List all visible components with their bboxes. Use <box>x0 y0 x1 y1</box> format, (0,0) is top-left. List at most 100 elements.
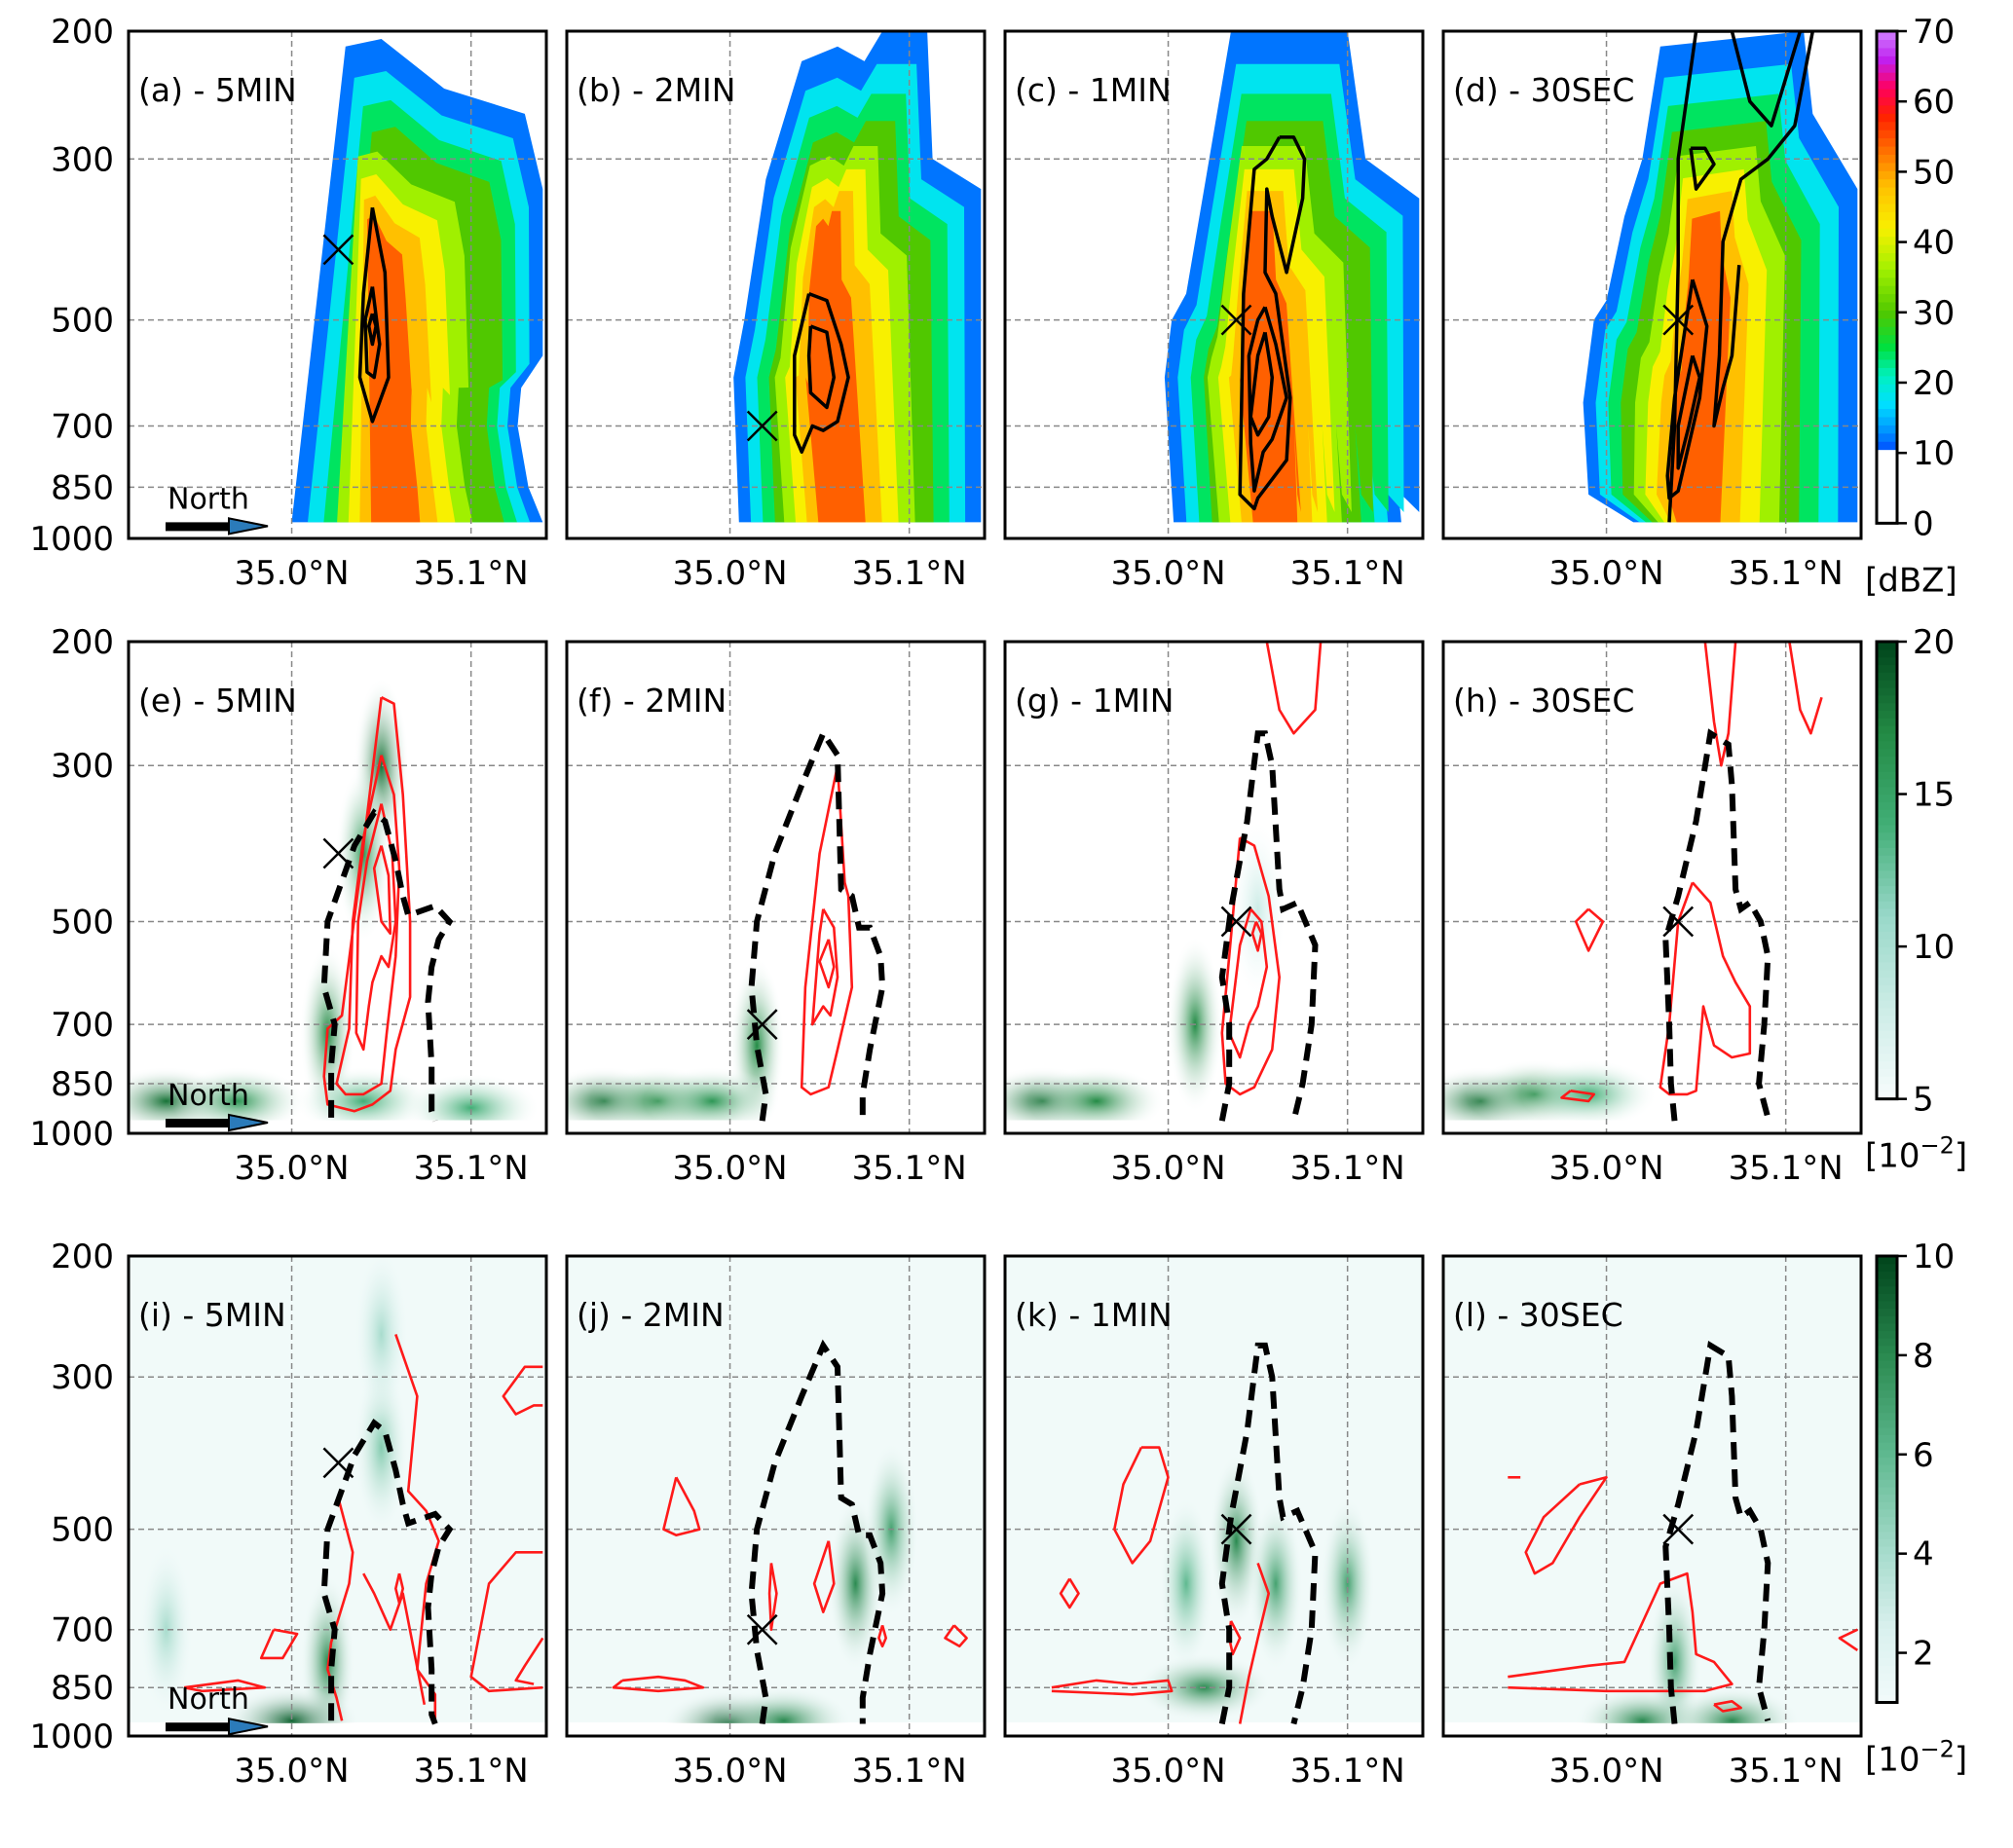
y-tick-label: 700 <box>51 408 114 447</box>
x-marker-stroke <box>746 410 778 442</box>
colorbar-segment <box>1877 1643 1897 1651</box>
red-contour <box>469 1551 543 1693</box>
shading-blob <box>1663 1686 1801 1736</box>
colorbar-segment <box>1877 326 1897 336</box>
colorbar-tick-label: 30 <box>1913 294 1955 333</box>
colorbar-tick-label: 5 <box>1913 1081 1934 1120</box>
red-contour <box>810 908 839 1026</box>
x-tick-label: 35.1°N <box>1290 554 1405 593</box>
panel-label: (f) - 2MIN <box>577 682 727 720</box>
x-tick-label: 35.1°N <box>852 1752 967 1791</box>
colorbar-segment <box>1877 211 1897 221</box>
colorbar-segment <box>1877 416 1897 425</box>
colorbar-segment <box>1877 1590 1897 1600</box>
colorbar-segment <box>1877 740 1897 750</box>
colorbar-segment <box>1877 786 1897 795</box>
colorbar-segment <box>1877 915 1897 925</box>
colorbar-segment <box>1877 113 1897 123</box>
red-contour <box>1838 1628 1859 1651</box>
red-contour <box>393 1572 405 1605</box>
colorbar-tick-label: 4 <box>1913 1535 1934 1574</box>
colorbar-segment <box>1877 1263 1897 1272</box>
panel-frame <box>565 640 987 1135</box>
colorbar-frame <box>1875 640 1899 1101</box>
colorbar-segment <box>1877 301 1897 311</box>
x-tick-label: 35.0°N <box>1548 1752 1663 1791</box>
colorbar-segment <box>1877 832 1897 841</box>
colorbar-segment <box>1877 482 1897 492</box>
colorbar-segment <box>1877 1389 1897 1398</box>
north-arrow: North <box>166 482 269 536</box>
plot-area <box>1005 1256 1423 1736</box>
colorbar-segment <box>1877 961 1897 971</box>
colorbar-tick-label: 50 <box>1913 153 1955 192</box>
reflectivity-contour <box>806 324 837 410</box>
colorbar-segment <box>1877 1694 1897 1704</box>
red-contour <box>1508 1571 1733 1693</box>
colorbar-segment <box>1877 154 1897 164</box>
y-tick-label: 700 <box>51 1611 114 1650</box>
x-tick-label: 35.1°N <box>414 1149 529 1188</box>
colorbar-segment <box>1877 1434 1897 1443</box>
colorbar-segment <box>1877 55 1897 65</box>
colorbar-segment <box>1877 680 1897 688</box>
x-marker-stroke <box>1220 1513 1252 1545</box>
colorbar-segment <box>1877 1068 1897 1077</box>
colorbar-segment <box>1877 817 1897 826</box>
colorbar-segment <box>1877 1083 1897 1092</box>
y-tick-label: 700 <box>51 1006 114 1045</box>
panel-i: (i) - 5MIN North 35.0°N 35.1°N 200 300 500 700 8… <box>29 1238 548 1791</box>
colorbar-segment <box>1877 195 1897 204</box>
panel-label: (g) - 1MIN <box>1015 682 1174 720</box>
colorbar-segment <box>1877 1382 1897 1391</box>
colorbar-segment <box>1877 228 1897 238</box>
colorbar-tick-label: 40 <box>1913 224 1955 263</box>
colorbar-segment <box>1877 31 1897 41</box>
panel-l: (l) - 30SEC 35.0°N 35.1°N <box>1441 1254 1863 1791</box>
shading-blob <box>354 1256 409 1423</box>
colorbar-segment <box>1877 490 1897 499</box>
y-tick-label: 1000 <box>29 1718 114 1756</box>
colorbar-tick-label: 10 <box>1913 434 1955 473</box>
colorbar-segment <box>1877 1285 1897 1294</box>
colorbar-segment <box>1877 1568 1897 1577</box>
colorbar-segment <box>1877 1030 1897 1039</box>
panel-frame <box>1003 1254 1425 1738</box>
x-tick-label: 35.1°N <box>1729 1149 1844 1188</box>
panel-frame <box>565 29 987 540</box>
x-tick-label: 35.0°N <box>1110 1752 1225 1791</box>
below-ground-mask <box>567 1120 985 1133</box>
below-ground-mask <box>567 1722 985 1736</box>
x-marker-stroke <box>746 1613 778 1645</box>
y-tick-label: 1000 <box>29 520 114 559</box>
north-arrow: North <box>166 1682 269 1736</box>
panel-k: (k) - 1MIN 35.0°N 35.1°N <box>1003 1254 1425 1791</box>
panel-frame <box>1441 29 1863 540</box>
below-ground-mask <box>1005 1722 1423 1736</box>
colorbar-segment <box>1877 47 1897 56</box>
panel-label: (k) - 1MIN <box>1015 1296 1173 1334</box>
colorbar-segment <box>1877 931 1897 940</box>
colorbar-tick-label: 20 <box>1913 623 1955 662</box>
x-tick-label: 35.1°N <box>852 1149 967 1188</box>
red-contour <box>183 1679 267 1693</box>
red-contour <box>662 1476 701 1536</box>
colorbar-segment <box>1877 1007 1897 1016</box>
arrow-head-icon <box>228 517 269 536</box>
colorbar-segment <box>1877 473 1897 483</box>
reflectivity-contour <box>1676 354 1702 470</box>
shading-blob <box>1320 1496 1375 1672</box>
colorbar-segment <box>1877 1045 1897 1054</box>
below-ground-mask <box>1005 1120 1423 1133</box>
y-tick-label: 300 <box>51 1358 114 1397</box>
dashed-contour <box>1662 728 1771 1122</box>
plot-area <box>129 31 546 538</box>
x-marker <box>1662 906 1695 938</box>
colorbar-segment <box>1877 1612 1897 1622</box>
colorbar-segment <box>1877 839 1897 848</box>
red-contour <box>612 1675 705 1693</box>
colorbar-segment <box>1877 1367 1897 1376</box>
colorbar-segment <box>1877 1060 1897 1069</box>
x-marker <box>746 1009 778 1040</box>
colorbar-segment <box>1877 1300 1897 1310</box>
